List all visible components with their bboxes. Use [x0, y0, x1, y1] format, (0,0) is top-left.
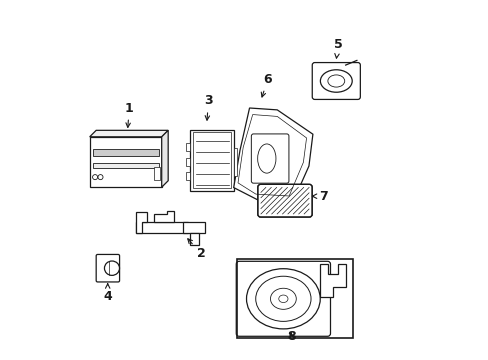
Polygon shape: [233, 108, 312, 202]
Bar: [92, 149, 159, 156]
Text: 7: 7: [312, 190, 327, 203]
Polygon shape: [183, 222, 204, 233]
Polygon shape: [89, 130, 168, 137]
Bar: [233, 148, 237, 176]
Circle shape: [92, 175, 98, 180]
Text: 6: 6: [261, 73, 272, 97]
Polygon shape: [153, 211, 174, 222]
Text: 5: 5: [333, 39, 342, 58]
Circle shape: [98, 175, 103, 180]
FancyBboxPatch shape: [96, 255, 120, 282]
Polygon shape: [136, 212, 146, 233]
Text: 4: 4: [103, 284, 112, 303]
Bar: [237, 259, 352, 338]
Bar: [153, 167, 160, 180]
Bar: [186, 143, 190, 151]
Polygon shape: [162, 130, 168, 187]
Polygon shape: [320, 264, 345, 297]
Text: 8: 8: [286, 330, 295, 343]
Polygon shape: [189, 233, 199, 245]
Bar: [193, 132, 230, 188]
Bar: [92, 163, 159, 168]
Bar: [186, 172, 190, 180]
Text: 3: 3: [204, 94, 212, 120]
FancyBboxPatch shape: [312, 63, 360, 99]
Bar: [190, 130, 233, 191]
Text: 2: 2: [187, 239, 205, 260]
FancyBboxPatch shape: [257, 184, 311, 217]
Text: 1: 1: [124, 102, 133, 127]
Bar: [89, 137, 162, 187]
Bar: [186, 158, 190, 166]
Bar: [136, 222, 187, 233]
Ellipse shape: [104, 261, 119, 275]
